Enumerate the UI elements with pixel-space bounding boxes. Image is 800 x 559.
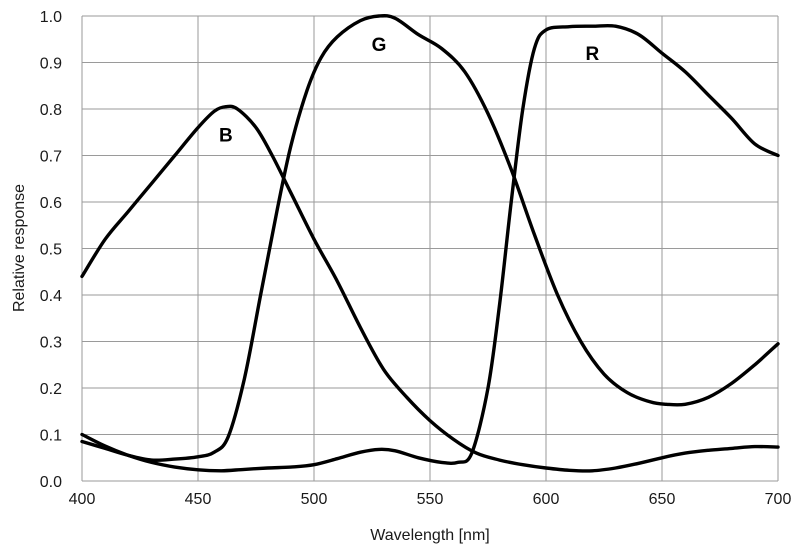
- x-tick-label: 650: [649, 491, 676, 508]
- series-curves: [80, 14, 780, 473]
- y-tick-label: 0.5: [40, 242, 62, 259]
- y-tick-label: 0.0: [40, 474, 62, 491]
- y-tick-label: 0.4: [40, 288, 62, 305]
- series-g-line: [80, 14, 780, 462]
- series-labels: B G R: [219, 35, 600, 147]
- grid: [81, 15, 779, 482]
- x-tick-label: 500: [301, 491, 328, 508]
- y-tick-labels: 0.0 0.1 0.2 0.3 0.4 0.5 0.6 0.7 0.8 0.9 1.0: [40, 9, 62, 491]
- series-g-label: G: [372, 35, 387, 56]
- y-tick-label: 1.0: [40, 9, 62, 26]
- x-tick-label: 700: [765, 491, 792, 508]
- x-tick-label: 450: [185, 491, 212, 508]
- y-tick-label: 0.9: [40, 56, 62, 73]
- y-tick-label: 0.1: [40, 428, 62, 445]
- series-b-label: B: [219, 126, 233, 147]
- series-b-line: [80, 104, 780, 473]
- y-tick-label: 0.8: [40, 102, 62, 119]
- x-tick-label: 400: [69, 491, 96, 508]
- x-tick-labels: 400 450 500 550 600 650 700: [69, 491, 792, 508]
- x-axis-title: Wavelength [nm]: [370, 527, 489, 544]
- y-tick-label: 0.7: [40, 149, 62, 166]
- y-axis-title: Relative response: [11, 184, 28, 312]
- series-r-line: [80, 23, 780, 473]
- y-tick-label: 0.3: [40, 335, 62, 352]
- x-tick-label: 600: [533, 491, 560, 508]
- y-tick-label: 0.2: [40, 381, 62, 398]
- x-tick-label: 550: [417, 491, 444, 508]
- series-r-label: R: [586, 44, 600, 65]
- y-tick-label: 0.6: [40, 195, 62, 212]
